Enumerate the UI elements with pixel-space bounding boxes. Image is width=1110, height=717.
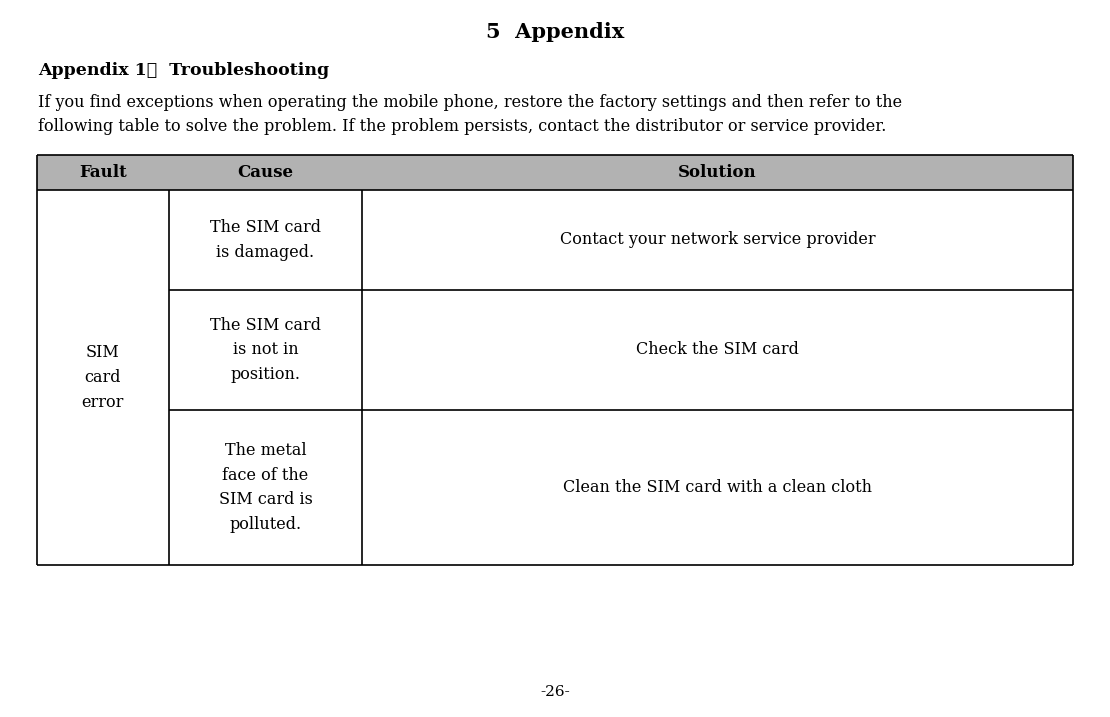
Bar	[37, 155, 1073, 190]
Text: Clean the SIM card with a clean cloth: Clean the SIM card with a clean cloth	[563, 479, 872, 496]
Text: -26-: -26-	[541, 685, 569, 699]
Text: following table to solve the problem. If the problem persists, contact the distr: following table to solve the problem. If…	[38, 118, 887, 135]
Text: Cause: Cause	[238, 164, 293, 181]
Text: Solution: Solution	[678, 164, 757, 181]
Text: The SIM card
is not in
position.: The SIM card is not in position.	[210, 317, 321, 384]
Text: Appendix 1：  Troubleshooting: Appendix 1： Troubleshooting	[38, 62, 330, 79]
Text: Check the SIM card: Check the SIM card	[636, 341, 799, 358]
Text: SIM
card
error: SIM card error	[82, 344, 124, 411]
Text: The metal
face of the
SIM card is
polluted.: The metal face of the SIM card is pollut…	[219, 442, 312, 533]
Text: Fault: Fault	[79, 164, 127, 181]
Text: If you find exceptions when operating the mobile phone, restore the factory sett: If you find exceptions when operating th…	[38, 94, 902, 111]
Text: 5  Appendix: 5 Appendix	[486, 22, 624, 42]
Text: The SIM card
is damaged.: The SIM card is damaged.	[210, 219, 321, 261]
Text: Contact your network service provider: Contact your network service provider	[559, 232, 876, 249]
